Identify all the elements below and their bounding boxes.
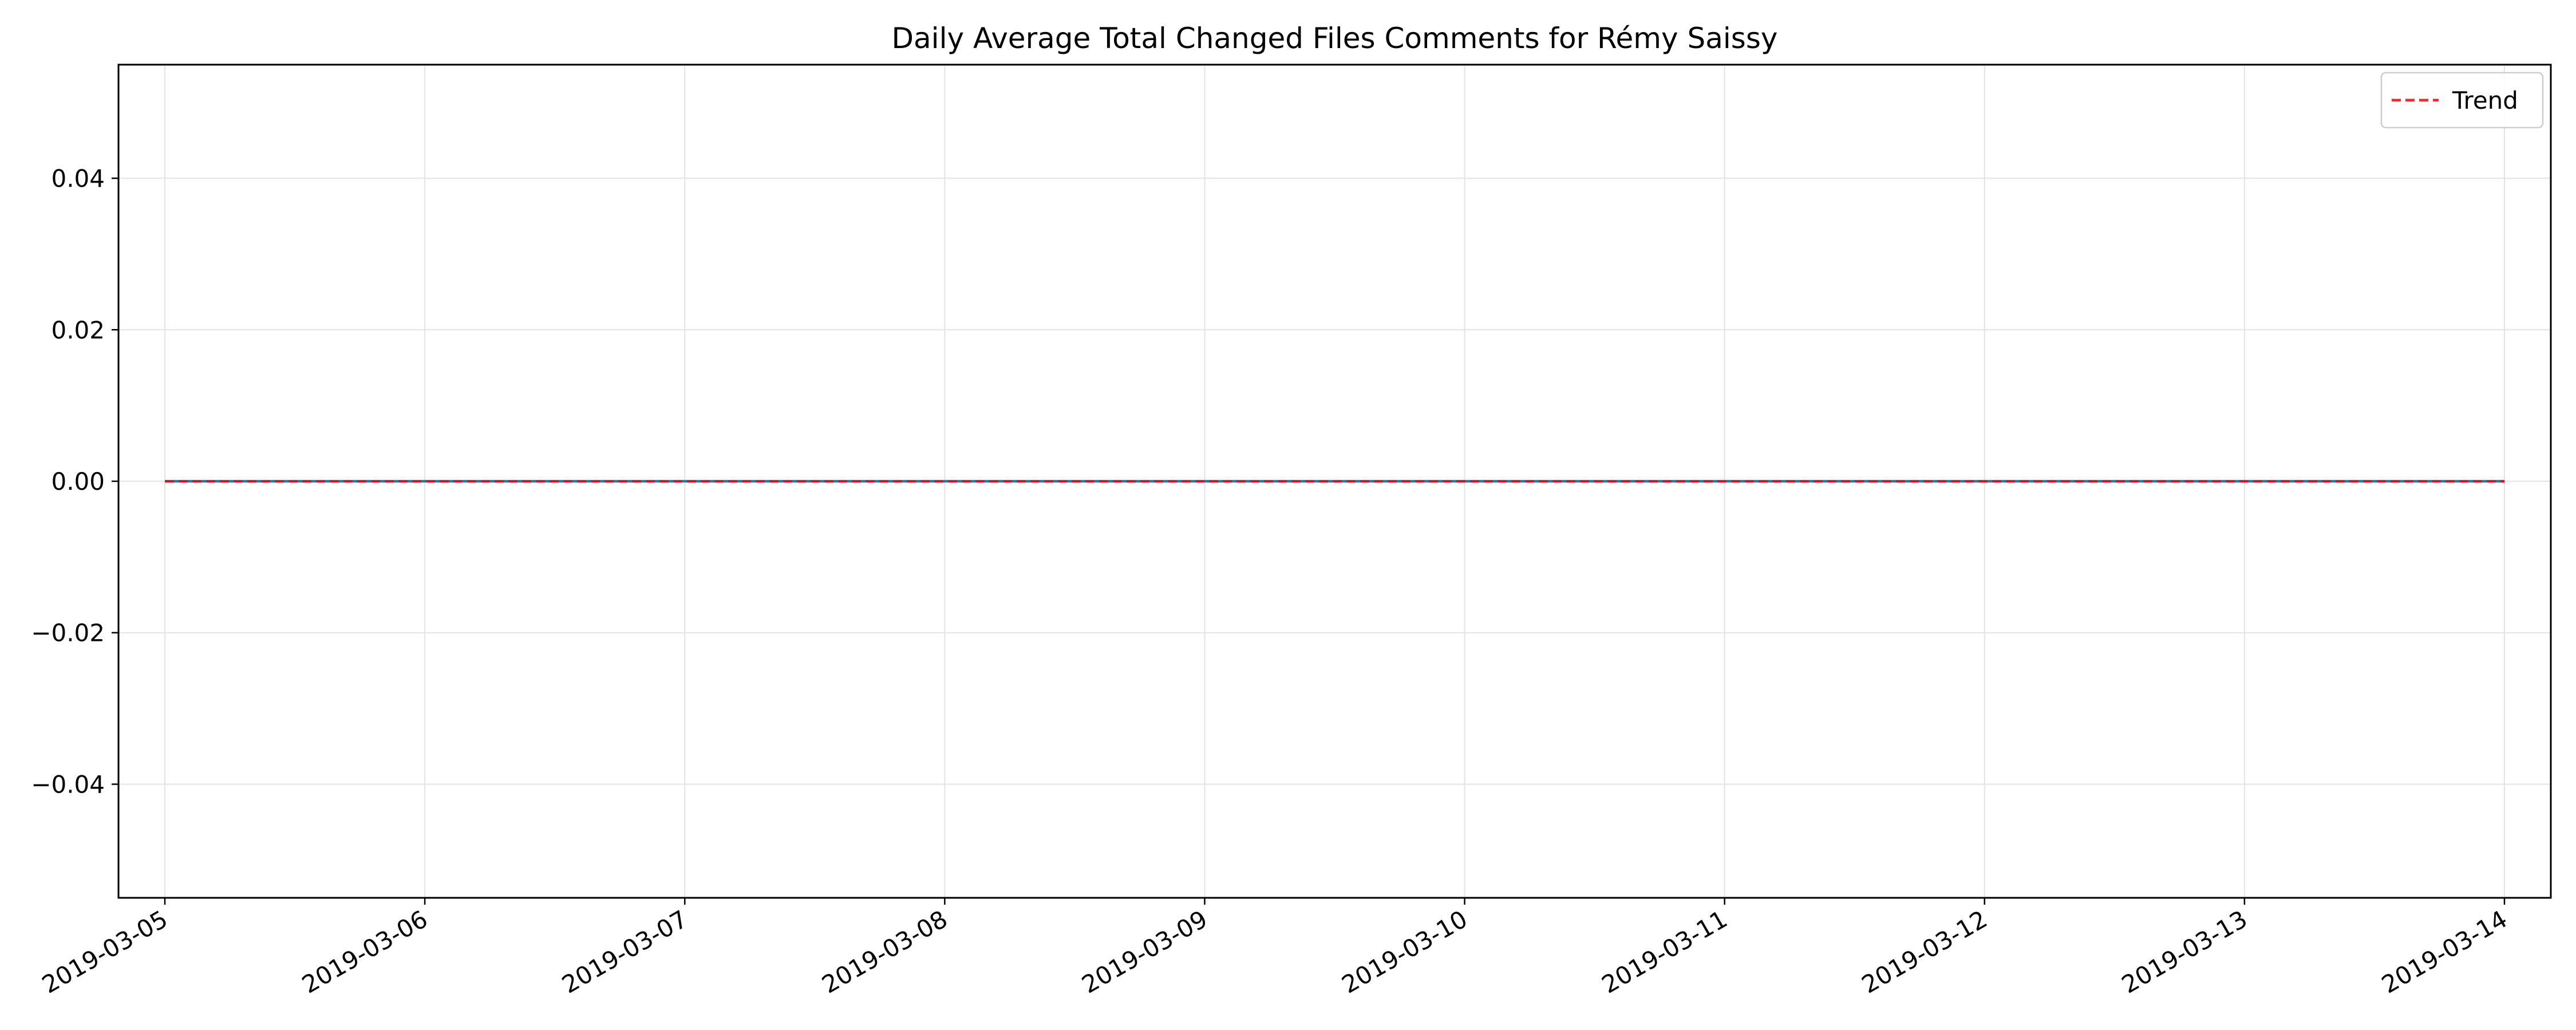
- y-tick-label: −0.04: [31, 770, 105, 798]
- y-tick-label: 0.02: [51, 316, 105, 344]
- legend-label: Trend: [2452, 86, 2518, 114]
- chart-title: Daily Average Total Changed Files Commen…: [892, 22, 1778, 55]
- legend-box: [2380, 72, 2544, 129]
- y-tick-label: 0.04: [51, 165, 105, 193]
- y-tick-label: −0.02: [31, 619, 105, 647]
- legend: Trend: [2380, 72, 2544, 129]
- y-tick-label: 0.00: [51, 468, 105, 496]
